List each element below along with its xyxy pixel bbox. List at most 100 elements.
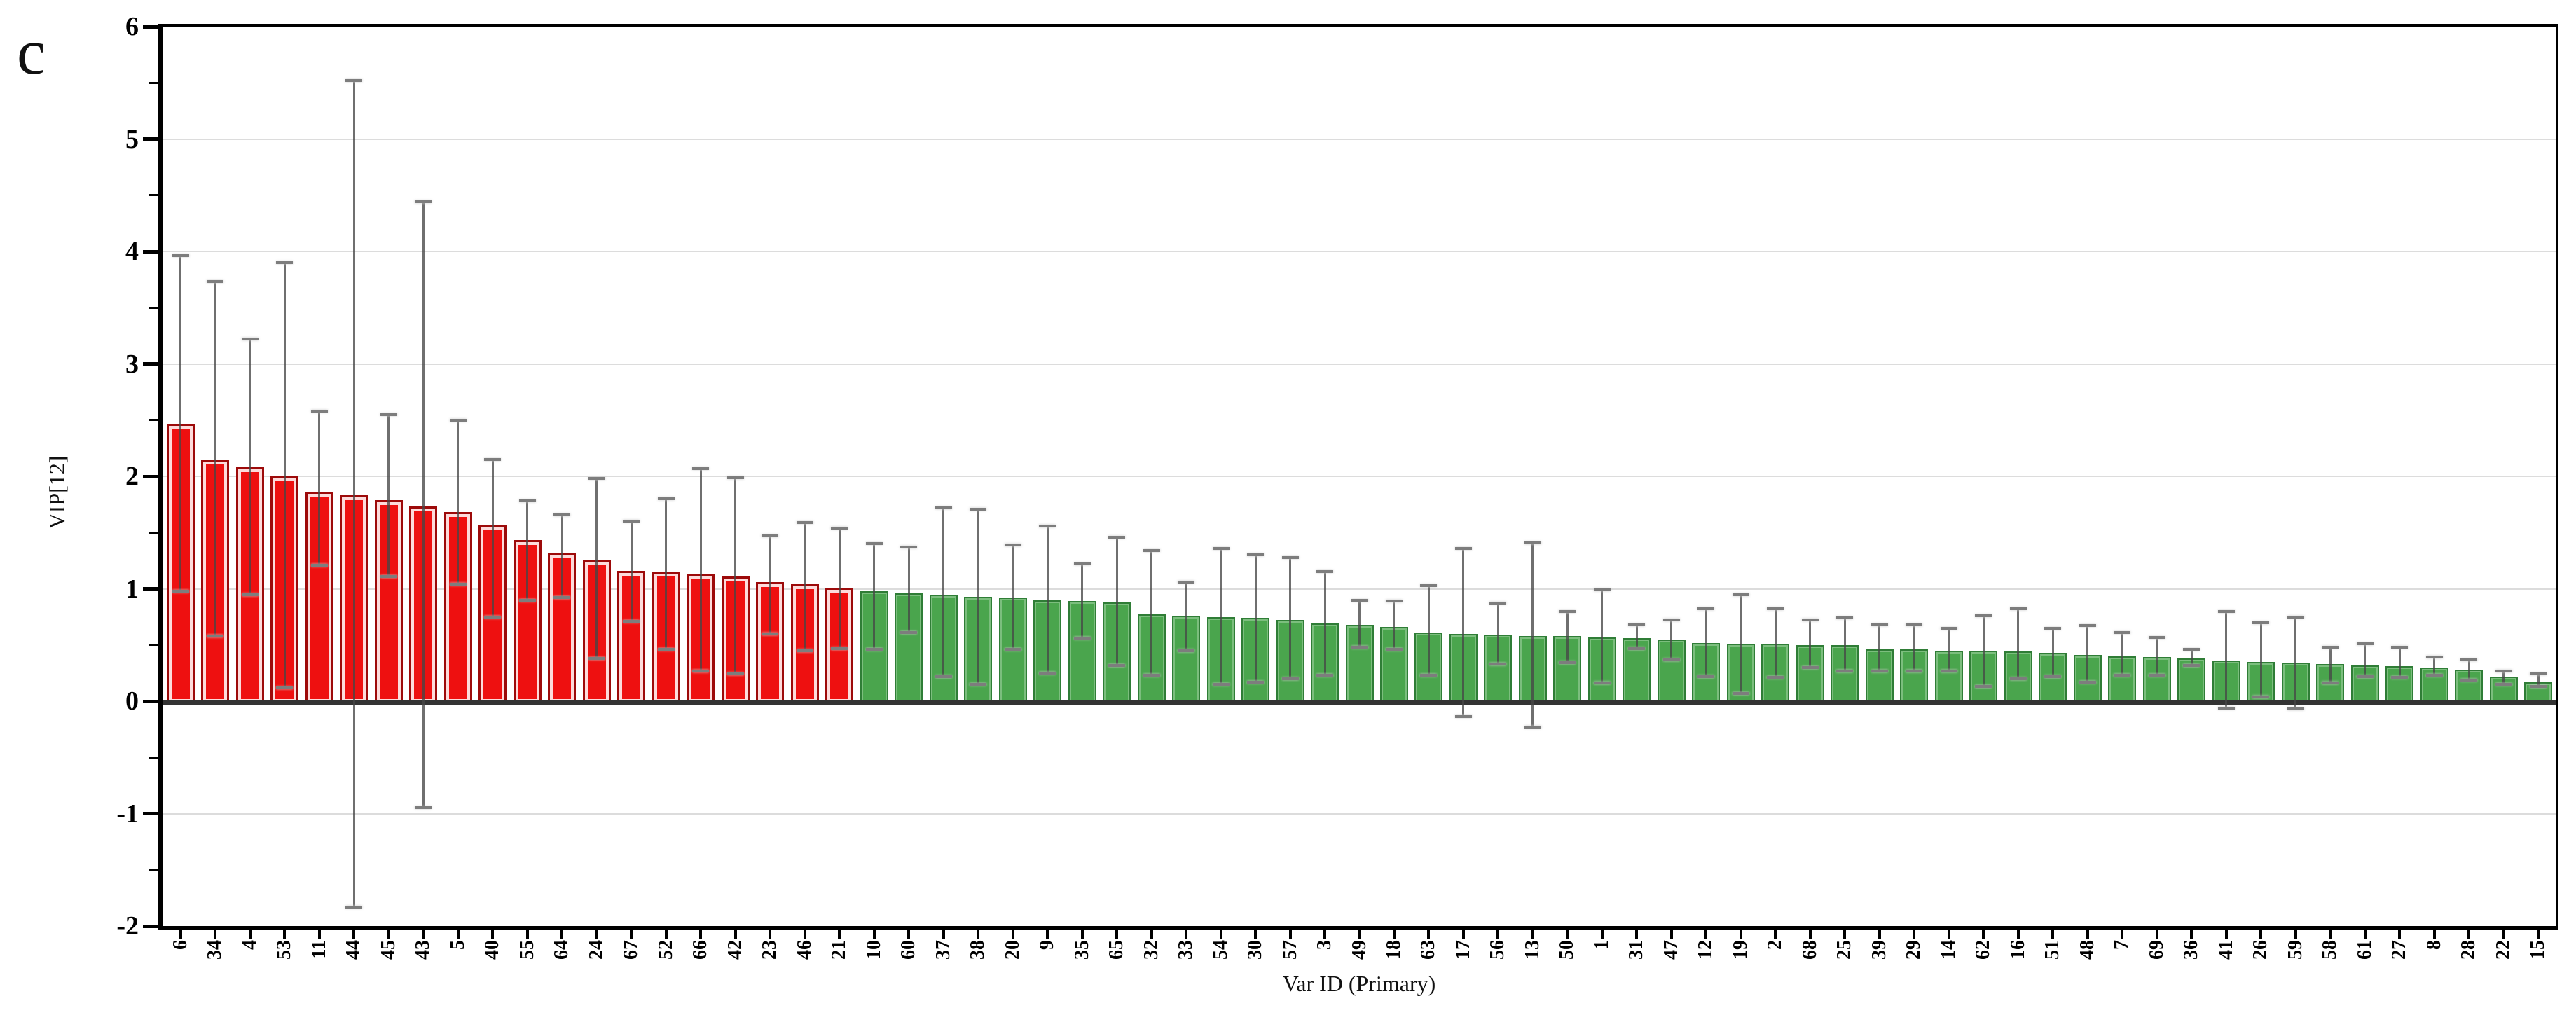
error-bar-cap bbox=[726, 476, 744, 479]
error-bar-cap bbox=[692, 467, 710, 470]
error-bar-cap bbox=[1767, 676, 1784, 679]
gridline bbox=[163, 588, 2556, 590]
error-bar bbox=[2017, 609, 2020, 679]
error-bar-cap bbox=[900, 546, 918, 549]
y-tick-label: 4 bbox=[125, 237, 139, 266]
x-tick-label: 29 bbox=[1903, 940, 1925, 960]
error-bar bbox=[1982, 616, 1985, 687]
error-bar-cap bbox=[449, 418, 467, 422]
x-tick bbox=[977, 930, 980, 939]
error-bar-cap bbox=[518, 499, 536, 503]
error-bar-cap bbox=[726, 672, 744, 676]
error-bar bbox=[1843, 618, 1846, 671]
error-bar-cap bbox=[1316, 674, 1333, 677]
error-bar-cap bbox=[1940, 669, 1957, 672]
y-tick-minor bbox=[149, 419, 158, 422]
error-bar bbox=[734, 477, 737, 675]
error-bar-cap bbox=[1039, 524, 1056, 527]
error-bar-cap bbox=[553, 513, 571, 516]
error-bar bbox=[769, 536, 771, 634]
y-tick-label: 5 bbox=[125, 124, 139, 154]
x-tick-label: 23 bbox=[759, 940, 781, 960]
error-bar-cap bbox=[2322, 682, 2339, 685]
x-tick-label: 38 bbox=[967, 940, 989, 960]
x-tick-label: 16 bbox=[2006, 940, 2029, 960]
plot-right-border bbox=[2556, 24, 2558, 930]
bar-var-23 bbox=[756, 581, 785, 704]
error-bar-cap bbox=[762, 534, 779, 538]
y-tick-minor bbox=[149, 194, 158, 197]
error-bar-cap bbox=[1178, 580, 1195, 584]
x-tick bbox=[560, 930, 564, 939]
error-bar bbox=[2398, 647, 2401, 678]
error-bar-cap bbox=[449, 583, 467, 586]
x-tick-label: 31 bbox=[1625, 940, 1648, 960]
x-tick-label: 40 bbox=[481, 940, 504, 960]
error-bar-cap bbox=[1073, 562, 1091, 566]
error-bar-cap bbox=[2044, 626, 2062, 630]
x-tick-label: 46 bbox=[793, 940, 815, 960]
error-bar bbox=[665, 499, 668, 650]
y-tick-major bbox=[143, 249, 158, 254]
y-tick-major bbox=[143, 699, 158, 703]
y-tick-major bbox=[143, 25, 158, 29]
error-bar bbox=[318, 410, 321, 565]
error-bar-cap bbox=[345, 79, 363, 83]
error-bar-cap bbox=[1489, 663, 1507, 666]
error-bar bbox=[2225, 611, 2228, 708]
x-tick bbox=[1566, 930, 1569, 939]
x-tick-label: 50 bbox=[1556, 940, 1578, 960]
error-bar-cap bbox=[1212, 682, 1230, 686]
error-bar bbox=[2121, 633, 2123, 676]
error-bar bbox=[1948, 628, 1950, 671]
y-tick-minor bbox=[149, 869, 158, 871]
error-bar-cap bbox=[2356, 642, 2374, 646]
x-tick bbox=[525, 930, 529, 939]
bar-var-46 bbox=[790, 584, 819, 704]
x-tick bbox=[769, 930, 772, 939]
x-tick bbox=[2329, 930, 2332, 939]
error-bar bbox=[2086, 626, 2089, 682]
x-tick-label: 14 bbox=[1937, 940, 1959, 960]
error-bar-cap bbox=[935, 675, 952, 678]
error-bar-cap bbox=[553, 596, 571, 600]
error-bar bbox=[1081, 564, 1084, 639]
error-bar-cap bbox=[310, 409, 328, 413]
error-bar bbox=[2467, 659, 2470, 680]
y-tick-minor bbox=[149, 81, 158, 84]
error-bar-cap bbox=[588, 477, 605, 481]
error-bar-cap bbox=[2252, 621, 2270, 624]
error-bar-cap bbox=[1906, 669, 1923, 672]
error-bar-cap bbox=[1281, 677, 1299, 680]
error-bar-cap bbox=[1420, 674, 1438, 677]
x-tick bbox=[1011, 930, 1014, 939]
x-tick-label: 24 bbox=[585, 940, 607, 960]
x-tick-label: 12 bbox=[1695, 940, 1717, 960]
error-bar-cap bbox=[1975, 614, 1992, 618]
error-bar bbox=[1531, 542, 1534, 727]
x-tick-label: 55 bbox=[516, 940, 538, 960]
error-bar-cap bbox=[1247, 553, 1265, 557]
error-bar-cap bbox=[2495, 682, 2512, 686]
error-bar-cap bbox=[2114, 631, 2131, 635]
error-bar bbox=[1704, 609, 1707, 677]
error-bar-cap bbox=[2217, 609, 2235, 613]
error-bar-cap bbox=[2044, 675, 2062, 678]
zero-baseline bbox=[163, 700, 2556, 705]
error-bar bbox=[283, 263, 286, 688]
error-bar-cap bbox=[484, 615, 502, 619]
x-tick-label: 4 bbox=[238, 940, 261, 950]
error-bar-cap bbox=[415, 806, 432, 810]
error-bar-cap bbox=[2530, 685, 2547, 689]
error-bar-cap bbox=[276, 261, 294, 265]
error-bar-cap bbox=[1697, 675, 1715, 678]
y-tick-label: 0 bbox=[125, 686, 139, 716]
error-bar-cap bbox=[1108, 535, 1126, 539]
x-tick bbox=[1739, 930, 1742, 939]
error-bar-cap bbox=[2148, 635, 2165, 639]
plot-area bbox=[163, 27, 2556, 926]
x-tick-label: 8 bbox=[2423, 940, 2445, 950]
x-tick-label: 61 bbox=[2353, 940, 2376, 960]
x-tick bbox=[2121, 930, 2124, 939]
x-tick bbox=[942, 930, 945, 939]
